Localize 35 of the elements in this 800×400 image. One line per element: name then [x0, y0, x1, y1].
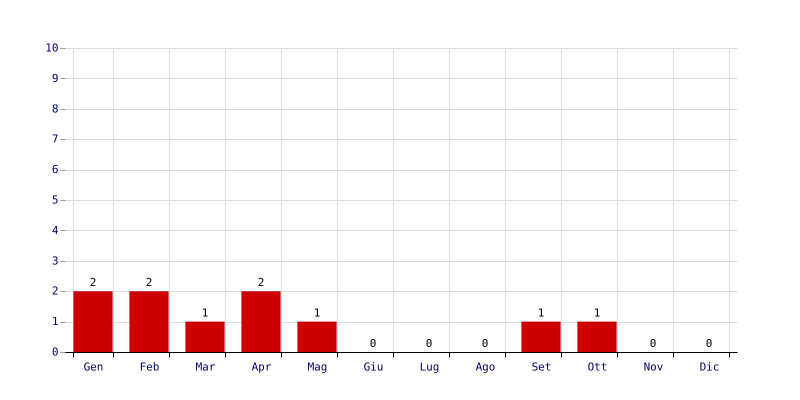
x-tick-label: Nov: [644, 360, 664, 374]
y-tick-label: 9: [52, 72, 58, 85]
data-label: 0: [370, 337, 376, 350]
y-tick-label: 1: [52, 315, 58, 328]
x-tick-label: Apr: [252, 360, 272, 374]
data-label: 1: [594, 306, 600, 320]
data-label: 0: [650, 337, 656, 350]
data-label: 2: [258, 276, 264, 290]
y-tick-label: 6: [52, 163, 58, 176]
data-label: 1: [314, 306, 320, 320]
y-tick-label: 0: [52, 346, 58, 358]
x-tick-label: Ott: [588, 360, 608, 374]
data-label: 0: [482, 337, 488, 350]
data-label: 1: [202, 306, 208, 320]
x-tick-label: Ago: [476, 360, 496, 374]
y-tick-label: 10: [45, 42, 58, 54]
x-tick-label: Giu: [364, 360, 384, 374]
data-label: 0: [426, 337, 432, 350]
y-tick-label: 3: [52, 254, 58, 268]
data-label: 1: [538, 306, 544, 320]
data-label: 0: [706, 337, 712, 350]
y-tick-label: 2: [52, 284, 58, 298]
x-tick-label: Mar: [196, 360, 216, 374]
x-tick-label: Mag: [308, 360, 328, 374]
data-label: 2: [90, 276, 96, 290]
x-tick-label: Feb: [140, 360, 160, 374]
y-tick-label: 8: [52, 102, 58, 116]
x-tick-label: Dic: [700, 360, 720, 374]
y-tick-label: 5: [52, 194, 58, 206]
y-tick-label: 7: [52, 132, 58, 146]
x-tick-label: Set: [532, 360, 552, 374]
data-label: 2: [146, 276, 152, 290]
x-tick-label: Gen: [84, 360, 104, 374]
x-tick-label: Lug: [420, 360, 440, 374]
y-tick-label: 4: [52, 224, 59, 237]
